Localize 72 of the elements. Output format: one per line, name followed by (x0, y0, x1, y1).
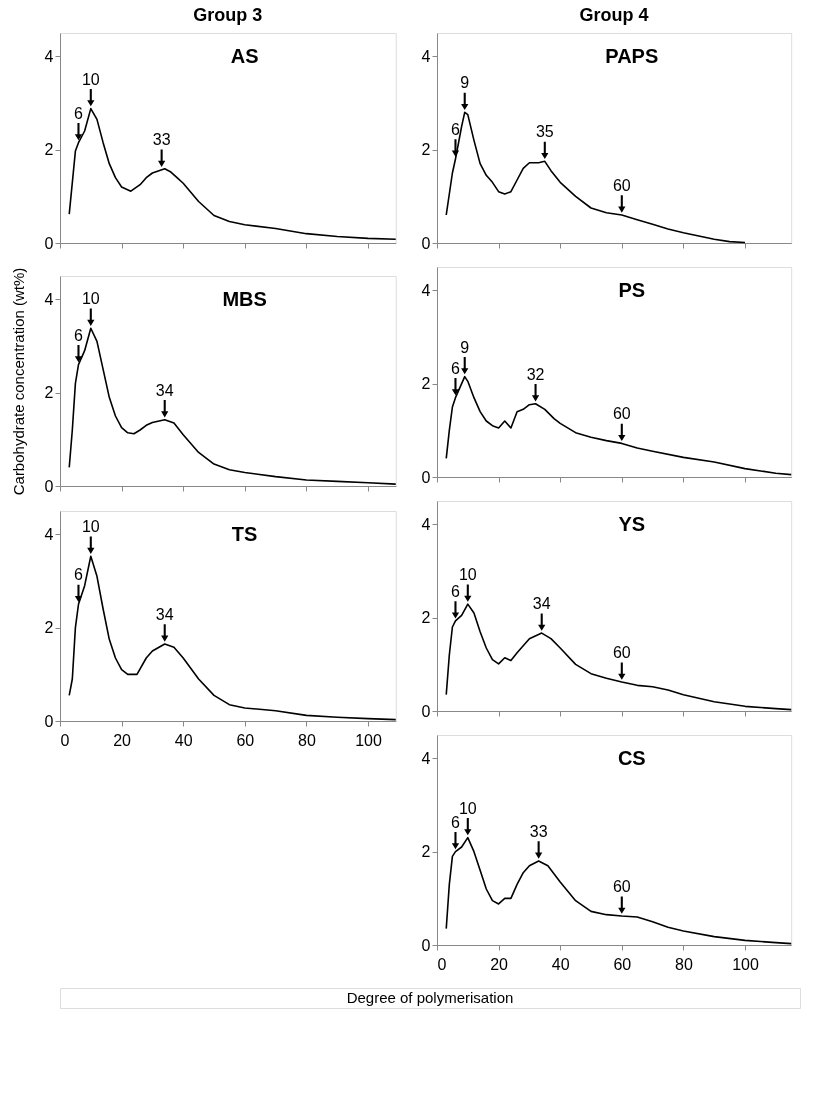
annotation: 35 (535, 123, 554, 141)
annotation: 10 (81, 70, 100, 88)
text: Group 4 (579, 5, 649, 25)
x-tick-label: 100 (732, 955, 759, 973)
x-axis-title: Degree of polymerisation (346, 989, 514, 1006)
y-tick-label: 4 (421, 515, 431, 533)
x-tick-label: 20 (113, 731, 132, 749)
annotation: 6 (451, 582, 461, 600)
text: TS (231, 523, 258, 545)
line-series (68, 327, 397, 485)
x-tick-label: 40 (551, 955, 570, 973)
y-tick-label: 0 (421, 234, 431, 252)
annotation: 6 (74, 566, 84, 584)
x-tick-label: 60 (236, 731, 255, 749)
y-tick-label: 4 (44, 47, 54, 65)
text: CS (617, 747, 646, 769)
text: PS (618, 279, 646, 301)
x-tick-label: 100 (355, 731, 382, 749)
text: MBS (222, 288, 267, 310)
y-tick-label: 4 (44, 525, 54, 543)
annotation: 33 (152, 131, 171, 149)
y-tick-label: 4 (421, 281, 431, 299)
x-tick-label: 40 (174, 731, 193, 749)
y-tick-label: 2 (421, 609, 431, 627)
y-tick-label: 2 (421, 375, 431, 393)
annotation: 10 (81, 290, 100, 308)
line-series (445, 111, 746, 244)
annotation: 34 (155, 381, 174, 399)
y-tick-label: 0 (44, 477, 54, 495)
annotation: 10 (81, 518, 100, 536)
annotation: 6 (451, 359, 461, 377)
annotation: 34 (155, 606, 174, 623)
y-tick-label: 2 (421, 843, 431, 861)
annotation: 10 (458, 566, 477, 584)
y-tick-label: 0 (421, 936, 431, 954)
y-tick-label: 4 (421, 47, 431, 65)
annotation: 6 (74, 104, 84, 122)
text: AS (230, 45, 259, 67)
x-tick-label: 0 (60, 731, 70, 749)
annotation: 9 (460, 74, 470, 92)
x-tick-label: 0 (437, 955, 447, 973)
annotation: 60 (612, 405, 631, 423)
annotation: 60 (612, 177, 631, 194)
annotation: 34 (532, 595, 551, 613)
x-tick-label: 80 (298, 731, 316, 749)
y-tick-label: 0 (44, 712, 54, 730)
text: Group 3 (193, 5, 263, 25)
annotation: 6 (451, 813, 461, 831)
annotation: 6 (451, 121, 461, 138)
annotation: 10 (458, 799, 477, 817)
y-tick-label: 2 (421, 141, 431, 159)
y-tick-label: 0 (421, 468, 431, 486)
y-tick-label: 0 (44, 234, 54, 252)
annotation: 60 (612, 644, 631, 662)
y-tick-label: 2 (44, 384, 54, 402)
annotation: 6 (74, 326, 84, 344)
y-tick-label: 4 (421, 749, 431, 767)
line-series (68, 555, 397, 721)
y-tick-label: 0 (421, 702, 431, 720)
text: PAPS (605, 45, 659, 67)
annotation: 33 (529, 823, 548, 840)
annotation: 9 (460, 338, 470, 356)
x-tick-label: 20 (490, 955, 509, 973)
x-tick-label: 60 (613, 955, 632, 973)
x-tick-label: 80 (675, 955, 693, 973)
y-tick-label: 2 (44, 619, 54, 637)
annotation: 32 (526, 365, 545, 383)
y-tick-label: 4 (44, 290, 54, 308)
annotation: 60 (612, 878, 631, 896)
y-axis-title: Carbohydrate concentration (wt%) (9, 267, 27, 496)
y-tick-label: 2 (44, 141, 54, 159)
text: YS (618, 513, 646, 535)
